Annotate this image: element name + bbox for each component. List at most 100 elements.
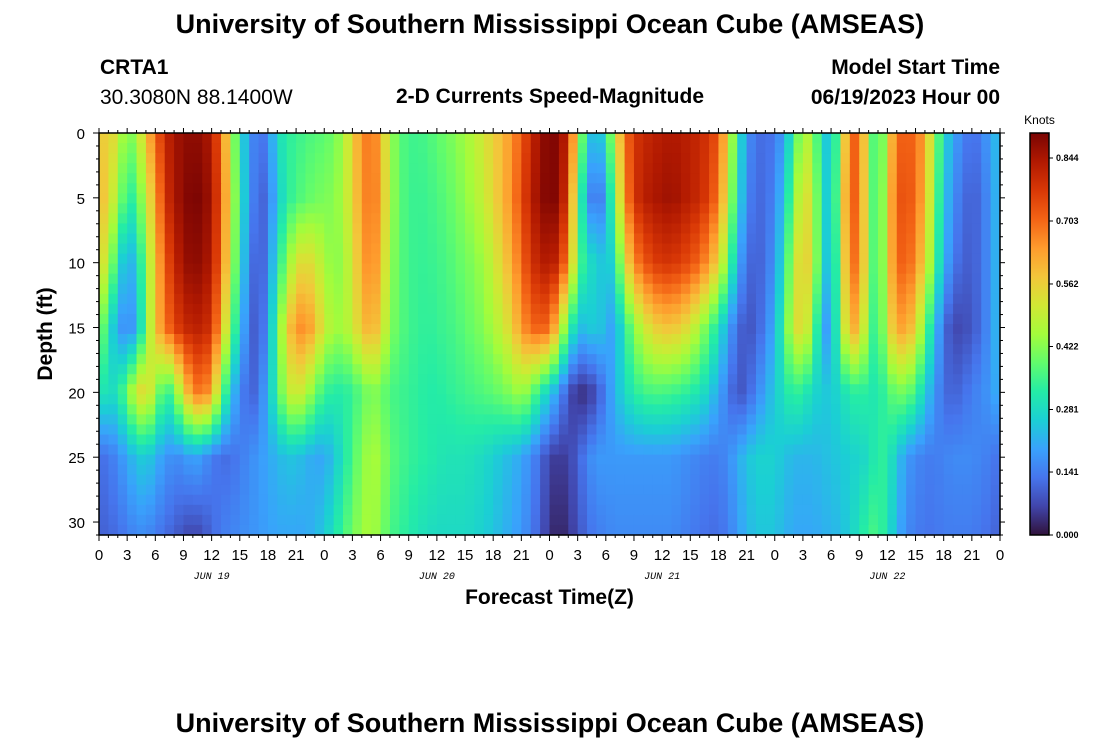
heatmap-cell <box>174 143 185 154</box>
heatmap-cell <box>868 153 879 164</box>
heatmap-cell <box>493 223 504 235</box>
heatmap-cell <box>934 344 945 355</box>
heatmap-cell <box>361 384 372 395</box>
heatmap-cell <box>296 233 307 245</box>
heatmap-cell <box>896 243 907 255</box>
heatmap-cell <box>812 514 823 526</box>
heatmap-cell <box>540 484 551 496</box>
heatmap-cell <box>314 233 325 245</box>
heatmap-cell <box>643 334 654 345</box>
heatmap-cell <box>690 384 701 395</box>
heatmap-cell <box>849 303 860 315</box>
heatmap-cell <box>953 384 964 395</box>
heatmap-cell <box>981 133 992 144</box>
heatmap-cell <box>483 484 494 496</box>
heatmap-cell <box>877 223 888 235</box>
heatmap-cell <box>286 474 297 486</box>
heatmap-cell <box>399 484 410 496</box>
heatmap-cell <box>662 183 673 194</box>
heatmap-cell <box>324 233 335 245</box>
heatmap-cell <box>690 303 701 315</box>
station-id: CRTA1 <box>100 56 169 79</box>
heatmap-cell <box>981 454 992 466</box>
heatmap-cell <box>324 293 335 305</box>
heatmap-cell <box>155 243 166 255</box>
heatmap-cell <box>108 364 119 375</box>
heatmap-cell <box>859 323 870 335</box>
heatmap-cell <box>164 514 175 526</box>
heatmap-cell <box>727 233 738 245</box>
heatmap-cell <box>680 133 691 144</box>
heatmap-cell <box>436 394 447 405</box>
heatmap-cell <box>446 303 457 315</box>
heatmap-cell <box>192 313 203 325</box>
heatmap-cell <box>699 474 710 486</box>
heatmap-cell <box>108 133 119 144</box>
heatmap-cell <box>812 323 823 335</box>
heatmap-cell <box>868 444 879 456</box>
heatmap-cell <box>887 253 898 265</box>
heatmap-cell <box>709 243 720 255</box>
heatmap-cell <box>915 424 926 436</box>
heatmap-cell <box>971 233 982 245</box>
heatmap-cell <box>530 524 541 536</box>
heatmap-cell <box>755 263 766 275</box>
heatmap-cell <box>934 223 945 235</box>
heatmap-cell <box>164 374 175 385</box>
heatmap-cell <box>155 414 166 426</box>
heatmap-cell <box>371 354 382 365</box>
heatmap-cell <box>596 414 607 426</box>
heatmap-cell <box>408 494 419 506</box>
heatmap-cell <box>371 364 382 375</box>
heatmap-cell <box>145 173 156 184</box>
heatmap-cell <box>277 283 288 295</box>
heatmap-cell <box>596 233 607 245</box>
heatmap-cell <box>361 193 372 204</box>
heatmap-cell <box>117 153 128 164</box>
heatmap-cell <box>643 303 654 315</box>
heatmap-cell <box>399 133 410 144</box>
heatmap-cell <box>249 263 260 275</box>
heatmap-cell <box>314 283 325 295</box>
heatmap-cell <box>765 323 776 335</box>
heatmap-cell <box>737 263 748 275</box>
heatmap-cell <box>540 183 551 194</box>
heatmap-cell <box>511 283 522 295</box>
heatmap-cell <box>953 313 964 325</box>
heatmap-cell <box>737 273 748 285</box>
heatmap-cell <box>361 213 372 225</box>
heatmap-cell <box>877 283 888 295</box>
heatmap-cell <box>821 263 832 275</box>
heatmap-cell <box>577 293 588 305</box>
heatmap-cell <box>868 263 879 275</box>
heatmap-cell <box>202 273 213 285</box>
heatmap-cell <box>249 444 260 456</box>
heatmap-cell <box>202 153 213 164</box>
heatmap-cell <box>784 354 795 365</box>
heatmap-cell <box>164 384 175 395</box>
heatmap-cell <box>408 153 419 164</box>
x-tick-label: 12 <box>654 547 671 564</box>
heatmap-cell <box>943 384 954 395</box>
heatmap-cell <box>877 374 888 385</box>
heatmap-cell <box>108 143 119 154</box>
heatmap-cell <box>727 524 738 536</box>
heatmap-cell <box>108 344 119 355</box>
heatmap-cell <box>596 334 607 345</box>
heatmap-cell <box>530 323 541 335</box>
heatmap-cell <box>530 414 541 426</box>
heatmap-cell <box>737 524 748 536</box>
heatmap-cell <box>277 454 288 466</box>
heatmap-cell <box>465 243 476 255</box>
heatmap-cell <box>971 173 982 184</box>
heatmap-cell <box>831 203 842 214</box>
y-tick-label: 25 <box>68 450 85 467</box>
heatmap-cell <box>577 203 588 214</box>
heatmap-cell <box>483 414 494 426</box>
heatmap-cell <box>643 494 654 506</box>
heatmap-cell <box>324 394 335 405</box>
heatmap-cell <box>652 474 663 486</box>
heatmap-cell <box>802 494 813 506</box>
heatmap-cell <box>427 454 438 466</box>
heatmap-cell <box>765 464 776 476</box>
